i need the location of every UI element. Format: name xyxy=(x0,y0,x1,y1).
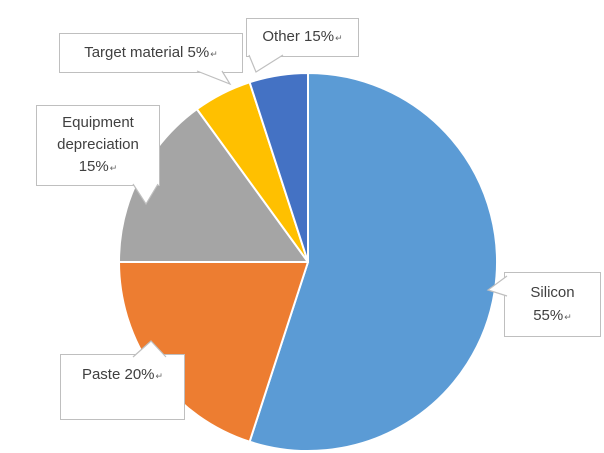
callout-equipment-line2: depreciation xyxy=(57,136,139,153)
callout-equipment-depreciation[interactable]: Equipment depreciation 15%↵ xyxy=(36,105,160,186)
return-mark-icon: ↵ xyxy=(335,33,343,43)
pie-slice-other[interactable] xyxy=(248,72,309,263)
callout-equipment-line3: 15%↵ xyxy=(78,158,118,175)
callout-other[interactable]: Other 15%↵ xyxy=(246,18,359,57)
callout-silicon-line2: 55%↵ xyxy=(533,306,572,324)
callout-target-material-label: Target material 5%↵ xyxy=(84,43,218,61)
callout-other-label: Other 15%↵ xyxy=(262,28,343,45)
callout-silicon-line1: Silicon xyxy=(530,283,575,301)
callout-target-material[interactable]: Target material 5%↵ xyxy=(59,33,243,73)
callout-paste-label: Paste 20%↵ xyxy=(81,366,164,383)
return-mark-icon: ↵ xyxy=(109,163,118,173)
return-mark-icon: ↵ xyxy=(210,48,218,59)
return-mark-icon: ↵ xyxy=(155,371,164,381)
callout-paste[interactable]: Paste 20%↵ xyxy=(60,354,185,420)
return-mark-icon: ↵ xyxy=(564,311,572,322)
callout-equipment-line1: Equipment xyxy=(62,114,134,131)
callout-silicon[interactable]: Silicon 55%↵ xyxy=(504,272,601,337)
